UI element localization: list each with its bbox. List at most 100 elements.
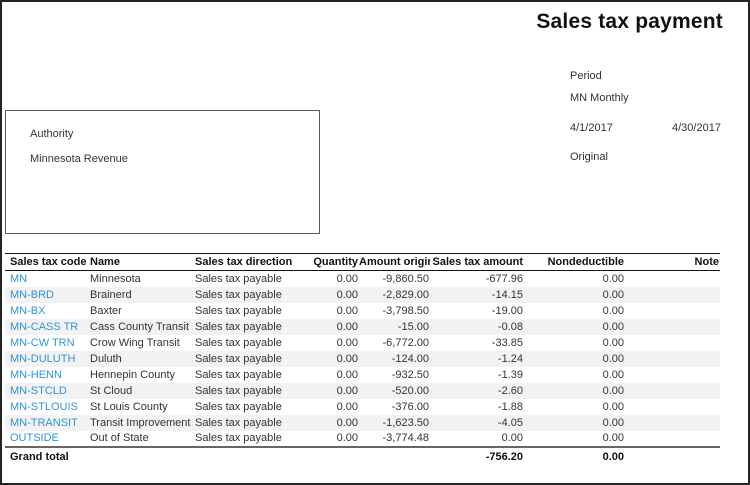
nondeductible-cell: 0.00 — [602, 272, 624, 285]
name-cell: Cass County Transit — [90, 320, 190, 333]
nondeductible-cell: 0.00 — [602, 416, 624, 429]
period-to-date: 4/30/2017 — [672, 122, 721, 134]
amount-origin-cell: -124.00 — [391, 352, 429, 365]
amount-origin-cell: -9,860.50 — [382, 272, 429, 285]
quantity-cell: 0.00 — [336, 272, 358, 285]
amount-origin-cell: -376.00 — [391, 400, 429, 413]
grand-total-empty-cell — [359, 447, 430, 466]
table-row: MN-BRD Brainerd Sales tax payable 0.00 -… — [5, 286, 720, 303]
nondeductible-cell: 0.00 — [602, 432, 624, 444]
col-header-quantity: Quantity — [313, 256, 358, 268]
name-cell: Crow Wing Transit — [90, 336, 180, 349]
amount-origin-cell: -520.00 — [391, 384, 429, 397]
quantity-cell: 0.00 — [336, 400, 358, 413]
sales-tax-amount-cell: -2.60 — [497, 384, 523, 397]
table-row: MN-DULUTH Duluth Sales tax payable 0.00 … — [5, 350, 720, 367]
sales-tax-amount-cell: 0.00 — [501, 432, 523, 444]
sales-tax-code-link[interactable]: MN-STLOUIS — [10, 400, 78, 413]
table-row: OUTSIDE Out of State Sales tax payable 0… — [5, 431, 720, 447]
note-cell — [625, 271, 720, 287]
sales-tax-code-link[interactable]: MN-DULUTH — [10, 352, 76, 365]
amount-origin-cell: -3,798.50 — [382, 304, 429, 317]
quantity-cell: 0.00 — [336, 304, 358, 317]
report-version-label: Original — [570, 151, 608, 163]
note-cell — [625, 431, 720, 447]
sales-tax-code-link[interactable]: MN-TRANSIT — [10, 416, 78, 429]
name-cell: Minnesota — [90, 272, 141, 285]
grand-total-nondeductible: 0.00 — [602, 450, 624, 463]
sales-tax-code-link[interactable]: MN — [10, 272, 28, 285]
direction-cell: Sales tax payable — [195, 432, 282, 444]
quantity-cell: 0.00 — [336, 320, 358, 333]
name-cell: Duluth — [90, 352, 122, 365]
table-header-row: Sales tax code Name Sales tax direction … — [5, 253, 720, 271]
col-header-nondeductible: Nondeductible — [547, 256, 624, 268]
note-cell — [625, 319, 720, 335]
sales-tax-amount-cell: -14.15 — [491, 288, 523, 301]
direction-cell: Sales tax payable — [195, 272, 282, 285]
col-header-sales-tax-amount: Sales tax amount — [432, 256, 523, 268]
sales-tax-amount-cell: -19.00 — [491, 304, 523, 317]
sales-tax-code-link[interactable]: MN-CW TRN — [10, 336, 75, 349]
table-row: MN-STCLD St Cloud Sales tax payable 0.00… — [5, 382, 720, 399]
direction-cell: Sales tax payable — [195, 288, 282, 301]
name-cell: St Cloud — [90, 384, 133, 397]
authority-label: Authority — [30, 128, 74, 140]
note-cell — [625, 351, 720, 367]
table-row: MN-STLOUIS St Louis County Sales tax pay… — [5, 399, 720, 415]
col-header-amount-origin: Amount origin — [359, 256, 430, 268]
sales-tax-code-link[interactable]: OUTSIDE — [10, 432, 59, 444]
table-row: MN-CW TRN Crow Wing Transit Sales tax pa… — [5, 335, 720, 351]
name-cell: Transit Improvement — [90, 416, 191, 429]
period-from-date: 4/1/2017 — [570, 122, 613, 134]
nondeductible-cell: 0.00 — [602, 384, 624, 397]
col-header-note: Note — [694, 256, 719, 268]
note-cell — [625, 287, 720, 303]
sales-tax-amount-cell: -1.24 — [497, 352, 523, 365]
quantity-cell: 0.00 — [336, 432, 358, 444]
sales-tax-code-link[interactable]: MN-STCLD — [10, 384, 67, 397]
grand-total-sales-tax-amount: -756.20 — [485, 450, 523, 463]
direction-cell: Sales tax payable — [195, 400, 282, 413]
authority-box: Authority Minnesota Revenue — [5, 110, 320, 234]
note-cell — [625, 367, 720, 383]
note-cell — [625, 399, 720, 415]
grand-total-empty-cell — [195, 447, 310, 466]
sales-tax-code-link[interactable]: MN-HENN — [10, 368, 62, 381]
table-row: MN-TRANSIT Transit Improvement Sales tax… — [5, 414, 720, 431]
table-row: MN-BX Baxter Sales tax payable 0.00 -3,7… — [5, 303, 720, 319]
sales-tax-amount-cell: -33.85 — [491, 336, 523, 349]
nondeductible-cell: 0.00 — [602, 336, 624, 349]
quantity-cell: 0.00 — [336, 352, 358, 365]
direction-cell: Sales tax payable — [195, 320, 282, 333]
grand-total-empty-cell — [625, 447, 720, 466]
sales-tax-code-link[interactable]: MN-BRD — [10, 288, 54, 301]
table-row: MN-HENN Hennepin County Sales tax payabl… — [5, 367, 720, 383]
sales-tax-amount-cell: -1.88 — [497, 400, 523, 413]
nondeductible-cell: 0.00 — [602, 304, 624, 317]
report-title: Sales tax payment — [536, 10, 723, 33]
sales-tax-code-link[interactable]: MN-CASS TR — [10, 320, 79, 333]
grand-total-empty-cell — [90, 447, 195, 466]
col-header-sales-tax-direction: Sales tax direction — [195, 256, 293, 268]
nondeductible-cell: 0.00 — [602, 400, 624, 413]
direction-cell: Sales tax payable — [195, 352, 282, 365]
period-name: MN Monthly — [570, 92, 629, 104]
name-cell: Hennepin County — [90, 368, 176, 381]
table-row: MN-CASS TR Cass County Transit Sales tax… — [5, 318, 720, 335]
nondeductible-cell: 0.00 — [602, 368, 624, 381]
sales-tax-table: Sales tax code Name Sales tax direction … — [5, 253, 720, 466]
quantity-cell: 0.00 — [336, 384, 358, 397]
authority-name: Minnesota Revenue — [30, 153, 128, 165]
amount-origin-cell: -932.50 — [391, 368, 429, 381]
grand-total-empty-cell — [310, 447, 359, 466]
amount-origin-cell: -15.00 — [397, 320, 429, 333]
name-cell: Brainerd — [90, 288, 132, 301]
nondeductible-cell: 0.00 — [602, 288, 624, 301]
note-cell — [625, 303, 720, 319]
amount-origin-cell: -6,772.00 — [382, 336, 429, 349]
direction-cell: Sales tax payable — [195, 336, 282, 349]
quantity-cell: 0.00 — [336, 368, 358, 381]
table-row: MN Minnesota Sales tax payable 0.00 -9,8… — [5, 271, 720, 287]
sales-tax-code-link[interactable]: MN-BX — [10, 304, 46, 317]
